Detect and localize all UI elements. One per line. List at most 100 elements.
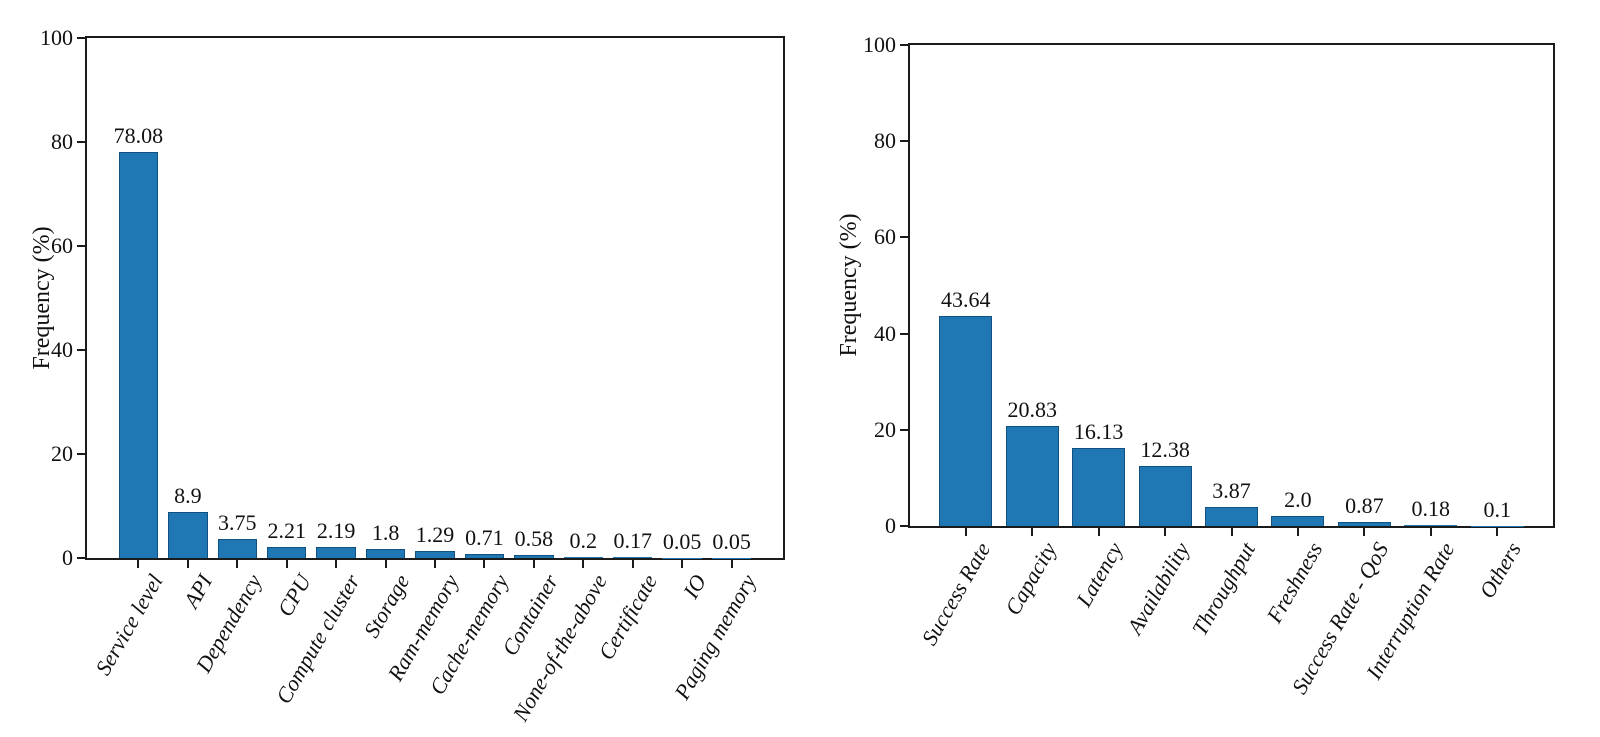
x-tick-mark bbox=[964, 528, 967, 536]
x-tick-mark bbox=[1496, 528, 1499, 536]
x-tick-mark bbox=[1031, 528, 1034, 536]
bar bbox=[316, 546, 356, 558]
x-tick-mark bbox=[434, 560, 436, 568]
x-tick-mark bbox=[631, 560, 634, 568]
y-tick-mark bbox=[900, 44, 908, 46]
bar bbox=[1337, 521, 1391, 526]
bar bbox=[563, 556, 604, 558]
bar-value-label: 2.0 bbox=[1284, 487, 1312, 513]
right-bar-chart: Frequency (%) 0 20 40 60 80 100 43.64 Success R… bbox=[800, 0, 1600, 737]
x-tick-label: Success Rate bbox=[915, 538, 995, 650]
bar bbox=[1271, 516, 1325, 526]
x-tick-label: Service level bbox=[89, 570, 168, 680]
y-axis-label: Frequency (%) bbox=[836, 213, 862, 357]
y-tick-mark bbox=[77, 37, 85, 39]
x-tick-mark bbox=[532, 560, 535, 568]
bar bbox=[612, 557, 653, 558]
left-bar-chart: Frequency (%) 0 20 40 60 80 100 78.08 Service l… bbox=[29, 27, 785, 725]
bar-value-label: 1.8 bbox=[371, 519, 400, 545]
y-tick-mark bbox=[77, 141, 85, 143]
x-tick-mark bbox=[285, 560, 288, 568]
bar bbox=[168, 511, 208, 558]
x-tick-mark bbox=[384, 560, 387, 568]
y-tick-label: 40 bbox=[874, 320, 896, 346]
bar-value-label: 0.17 bbox=[613, 528, 652, 554]
bar-value-label: 0.18 bbox=[1411, 496, 1451, 522]
bar-value-label: 0.87 bbox=[1345, 492, 1384, 518]
bar bbox=[514, 554, 554, 558]
y-tick-label: 0 bbox=[885, 513, 896, 538]
y-tick-label: 40 bbox=[51, 337, 73, 362]
x-tick-label: CPU bbox=[271, 570, 316, 621]
y-tick-mark bbox=[900, 428, 908, 431]
plot-area: 0 20 40 60 80 100 78.08 Service level 8.9 API 3.75… bbox=[40, 27, 785, 725]
x-tick-label: Latency bbox=[1071, 538, 1128, 611]
bar bbox=[1138, 466, 1192, 526]
bar-value-label: 8.9 bbox=[174, 482, 202, 508]
x-tick-mark bbox=[1097, 528, 1100, 536]
y-tick-label: 20 bbox=[51, 441, 73, 466]
x-tick-mark bbox=[236, 560, 239, 568]
y-tick-mark bbox=[900, 140, 908, 143]
y-tick-label: 0 bbox=[62, 545, 73, 570]
x-tick-mark bbox=[186, 560, 189, 568]
y-tick-label: 20 bbox=[874, 416, 896, 442]
bar-value-label: 20.83 bbox=[1007, 396, 1057, 422]
bar bbox=[464, 554, 505, 558]
y-tick-mark bbox=[77, 349, 85, 351]
bar-value-label: 0.58 bbox=[514, 525, 554, 551]
bar-value-label: 43.64 bbox=[941, 287, 991, 313]
bar-value-label: 0.05 bbox=[712, 528, 751, 554]
x-tick-mark bbox=[1230, 528, 1233, 536]
y-tick-label: 80 bbox=[874, 128, 896, 154]
bar-value-label: 3.87 bbox=[1212, 478, 1251, 504]
x-tick-mark bbox=[1296, 528, 1299, 536]
bar-value-label: 0.2 bbox=[569, 527, 598, 553]
y-tick-mark bbox=[900, 236, 908, 239]
x-tick-mark bbox=[681, 560, 684, 568]
y-tick-mark bbox=[77, 557, 85, 559]
plot-area: 0 20 40 60 80 100 43.64 Success Rate 20.83 Capaci… bbox=[863, 34, 1555, 698]
bar-value-label: 0.71 bbox=[465, 525, 504, 551]
x-tick-label: Freshness bbox=[1261, 538, 1327, 628]
bar-value-label: 12.38 bbox=[1140, 437, 1190, 463]
bar bbox=[1072, 448, 1126, 526]
x-tick-mark bbox=[335, 560, 338, 568]
x-tick-label: Others bbox=[1474, 538, 1527, 603]
y-tick-label: 60 bbox=[874, 224, 896, 250]
x-tick-label: Availability bbox=[1121, 538, 1194, 639]
x-tick-mark bbox=[1429, 528, 1432, 536]
y-tick-mark bbox=[77, 245, 85, 247]
bar-value-label: 2.19 bbox=[316, 517, 356, 543]
y-tick-mark bbox=[900, 332, 908, 335]
bar bbox=[118, 151, 159, 558]
y-tick-label: 80 bbox=[51, 129, 73, 154]
bar-value-label: 2.21 bbox=[267, 517, 306, 543]
x-tick-mark bbox=[483, 560, 486, 568]
y-tick-label: 60 bbox=[51, 233, 73, 258]
x-tick-label: API bbox=[178, 570, 217, 613]
bar-value-label: 3.75 bbox=[218, 509, 257, 535]
bar bbox=[217, 538, 258, 558]
x-tick-label: IO bbox=[677, 570, 712, 603]
y-tick-mark bbox=[77, 453, 85, 455]
bar-value-label: 16.13 bbox=[1073, 419, 1124, 445]
bar bbox=[939, 316, 993, 526]
x-tick-mark bbox=[582, 560, 585, 568]
x-tick-label: Capacity bbox=[999, 538, 1062, 620]
bar-value-label: 0.1 bbox=[1483, 496, 1511, 522]
bar bbox=[1404, 525, 1458, 526]
x-tick-mark bbox=[730, 560, 733, 568]
bar bbox=[1204, 507, 1259, 526]
bar bbox=[415, 551, 455, 558]
x-tick-label: Throughput bbox=[1187, 538, 1261, 640]
y-tick-label: 100 bbox=[40, 25, 73, 50]
y-tick-label: 100 bbox=[863, 32, 896, 57]
y-tick-mark bbox=[900, 525, 908, 527]
x-tick-mark bbox=[1164, 528, 1167, 536]
bar bbox=[1005, 425, 1059, 526]
bar-value-label: 0.05 bbox=[662, 528, 702, 554]
x-tick-mark bbox=[1363, 528, 1366, 536]
bar-value-label: 78.08 bbox=[113, 122, 164, 148]
